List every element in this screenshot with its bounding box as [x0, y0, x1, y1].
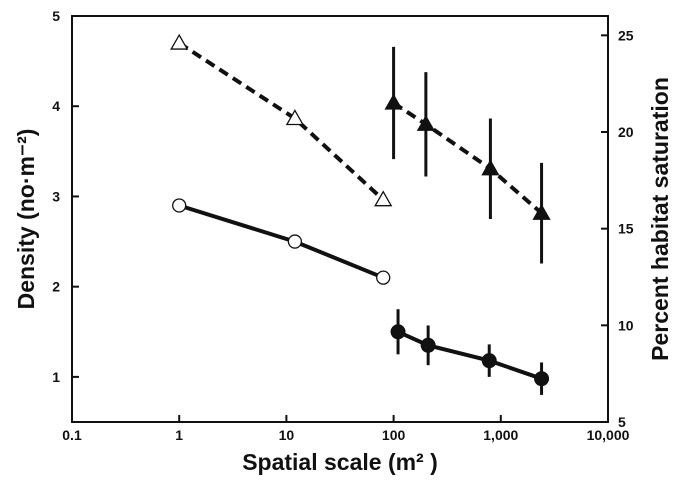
data-point — [374, 190, 393, 207]
y-tick-label-left: 3 — [52, 188, 60, 204]
series-line — [178, 203, 384, 280]
y-tick-label-left: 1 — [52, 369, 60, 385]
x-tick-label: 1 — [175, 427, 183, 443]
data-point — [285, 109, 305, 126]
x-tick-label: 10 — [279, 427, 295, 443]
data-point — [416, 114, 435, 131]
series-line — [392, 101, 543, 215]
data-point — [170, 33, 189, 50]
data-point — [532, 203, 551, 220]
y-axis-title-left: Density (no·m⁻²) — [13, 129, 39, 310]
x-tick-label: 0.1 — [62, 427, 82, 443]
y-tick-label-right: 5 — [618, 414, 626, 430]
series-line — [178, 41, 385, 202]
y-tick-label-right: 10 — [618, 317, 634, 333]
series-layer — [170, 33, 551, 395]
y-tick-label-left: 4 — [52, 98, 60, 114]
y-tick-label-left: 2 — [52, 279, 60, 295]
y-tick-label-left: 5 — [52, 8, 60, 24]
y-tick-label-right: 20 — [618, 124, 634, 140]
y-tick-label-right: 15 — [618, 221, 634, 237]
data-point — [481, 159, 500, 176]
x-tick-label: 1,000 — [483, 427, 518, 443]
data-point — [390, 324, 406, 340]
plot-frame — [71, 15, 609, 423]
y-axis-title-right: Percent habitat saturation — [647, 77, 673, 361]
x-tick-label: 10,000 — [587, 427, 630, 443]
data-point — [376, 270, 391, 285]
data-point — [534, 371, 550, 387]
y-tick-label-right: 25 — [618, 27, 634, 43]
data-point — [481, 353, 497, 369]
x-tick-label: 100 — [382, 427, 406, 443]
data-point — [287, 234, 303, 249]
data-point — [420, 337, 436, 353]
x-axis-title: Spatial scale (m² ) — [242, 449, 438, 475]
series-line — [397, 329, 543, 381]
data-point — [384, 93, 403, 110]
data-point — [172, 198, 187, 213]
